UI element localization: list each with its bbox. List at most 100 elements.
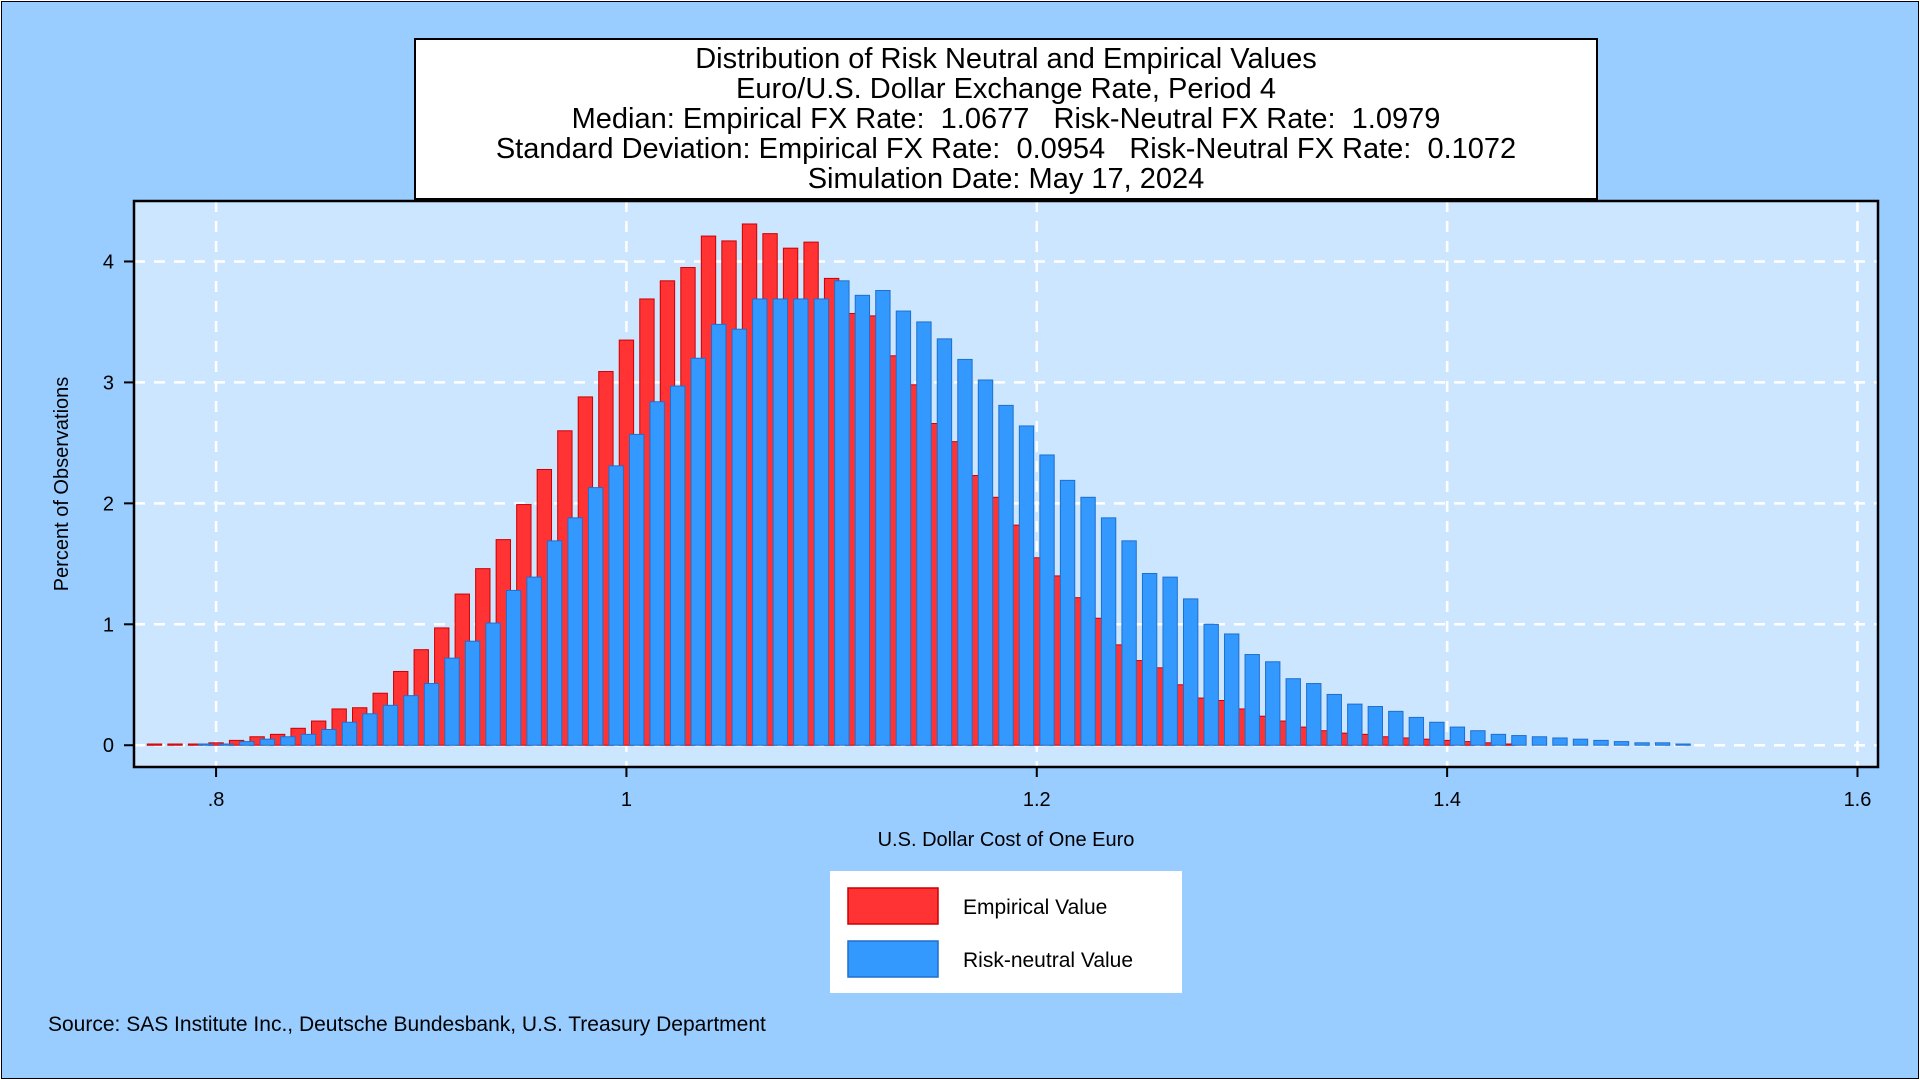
title-box: [414, 38, 1598, 200]
risk-neutral-bar-53: [1285, 678, 1301, 746]
title-line-5: Simulation Date: May 17, 2024: [808, 163, 1205, 195]
risk-neutral-bar-62: [1470, 730, 1486, 746]
risk-neutral-bar-2: [239, 741, 255, 746]
risk-neutral-bar-22: [649, 401, 665, 746]
risk-neutral-bar-59: [1408, 716, 1425, 746]
risk-neutral-bar-13: [464, 640, 481, 746]
risk-neutral-bar-51: [1244, 654, 1260, 746]
risk-neutral-bar-68: [1593, 739, 1609, 746]
risk-neutral-bar-5: [300, 733, 317, 746]
risk-neutral-bar-45: [1121, 540, 1137, 746]
risk-neutral-bar-16: [526, 576, 542, 746]
risk-neutral-bar-12: [444, 657, 460, 746]
risk-neutral-bar-57: [1367, 706, 1384, 746]
source-note: Source: SAS Institute Inc., Deutsche Bun…: [48, 1013, 766, 1036]
risk-neutral-bar-31: [834, 280, 850, 746]
risk-neutral-bar-66: [1552, 737, 1568, 746]
risk-neutral-bar-3: [259, 738, 276, 746]
risk-neutral-bar-50: [1224, 633, 1240, 746]
risk-neutral-bar-17: [546, 540, 563, 746]
risk-neutral-bar-11: [423, 683, 440, 746]
risk-neutral-bar-43: [1080, 496, 1096, 746]
plot-border: [132, 199, 1880, 769]
risk-neutral-bar-29: [793, 298, 809, 746]
risk-neutral-bar-36: [936, 338, 953, 746]
risk-neutral-bar-49: [1203, 623, 1219, 746]
risk-neutral-bar-8: [362, 713, 378, 746]
risk-neutral-bar-35: [916, 321, 932, 746]
risk-neutral-bar-61: [1449, 726, 1466, 746]
risk-neutral-bar-37: [957, 358, 973, 746]
risk-neutral-bar-58: [1388, 710, 1404, 746]
risk-neutral-bar-38: [977, 379, 994, 746]
risk-neutral-bar-24: [690, 357, 706, 746]
x-tick-label-2: 1.2: [1023, 789, 1051, 811]
risk-neutral-bar-39: [998, 404, 1014, 746]
risk-neutral-bar-21: [629, 433, 645, 746]
risk-neutral-bar-9: [382, 704, 399, 746]
risk-neutral-bar-19: [587, 487, 604, 746]
risk-neutral-bar-41: [1039, 454, 1055, 746]
risk-neutral-bar-25: [711, 323, 727, 746]
empirical-bar-0: [146, 743, 163, 746]
axes: .8 1 1.2 1.4 1.6 0 1 2 3 4: [103, 251, 1872, 811]
risk-neutral-bar-28: [772, 298, 788, 746]
risk-neutral-bar-26: [731, 328, 747, 746]
risk-neutral-bar-48: [1182, 598, 1199, 746]
legend-label-risk-neutral: Risk-neutral Value: [963, 949, 1133, 972]
y-tick-label-2: 2: [103, 493, 114, 515]
legend-swatch-empirical: [847, 887, 939, 925]
title-line-2: Euro/U.S. Dollar Exchange Rate, Period 4: [736, 73, 1276, 105]
risk-neutral-bar-64: [1511, 735, 1527, 746]
risk-neutral-bar-42: [1059, 479, 1076, 746]
risk-neutral-bar-54: [1306, 683, 1322, 746]
risk-neutral-bar-46: [1141, 573, 1158, 746]
risk-neutral-bar-67: [1572, 738, 1589, 746]
risk-neutral-bar-34: [895, 310, 912, 746]
risk-neutral-bar-1: [218, 743, 235, 746]
x-tick-label-0: .8: [208, 789, 225, 811]
risk-neutral-bar-14: [485, 622, 501, 746]
risk-neutral-bar-0: [198, 743, 214, 746]
x-axis-title: U.S. Dollar Cost of One Euro: [878, 829, 1135, 851]
empirical-bar-1: [167, 743, 183, 746]
risk-neutral-bar-55: [1326, 693, 1342, 746]
risk-neutral-bar-52: [1265, 661, 1281, 746]
y-tick-label-3: 3: [103, 372, 114, 394]
risk-neutral-bar-60: [1429, 721, 1445, 746]
risk-neutral-bar-56: [1347, 703, 1363, 746]
x-tick-label-1: 1: [621, 789, 632, 811]
risk-neutral-bar-27: [752, 298, 768, 746]
risk-neutral-bar-15: [505, 589, 522, 746]
legend-swatch-risk-neutral: [847, 940, 939, 978]
risk-neutral-bars: [198, 280, 1691, 746]
risk-neutral-bar-18: [567, 517, 583, 746]
risk-neutral-bar-4: [280, 736, 296, 746]
legend-label-empirical: Empirical Value: [963, 896, 1107, 919]
risk-neutral-bar-23: [670, 385, 686, 746]
y-axis-title: Percent of Observations: [51, 377, 73, 592]
title-line-1: Distribution of Risk Neutral and Empiric…: [695, 43, 1317, 75]
y-tick-label-1: 1: [103, 614, 114, 636]
risk-neutral-bar-7: [341, 721, 358, 746]
risk-neutral-bar-70: [1634, 742, 1650, 746]
risk-neutral-bar-32: [854, 294, 871, 746]
y-tick-label-4: 4: [103, 251, 114, 273]
x-tick-label-3: 1.4: [1433, 789, 1461, 811]
x-tick-label-4: 1.6: [1844, 789, 1872, 811]
legend: Empirical Value Risk-neutral Value: [830, 871, 1182, 993]
risk-neutral-bar-20: [608, 465, 624, 746]
risk-neutral-bar-44: [1100, 517, 1117, 746]
risk-neutral-bar-65: [1531, 736, 1548, 746]
risk-neutral-bar-72: [1675, 743, 1691, 746]
risk-neutral-bar-71: [1654, 742, 1671, 746]
title-line-3: Median: Empirical FX Rate: 1.0677 Risk-N…: [572, 103, 1441, 135]
risk-neutral-bar-30: [813, 298, 830, 746]
risk-neutral-bar-10: [403, 695, 419, 746]
risk-neutral-bar-6: [321, 729, 337, 746]
title-line-4: Standard Deviation: Empirical FX Rate: 0…: [496, 133, 1516, 165]
y-tick-label-0: 0: [103, 735, 114, 757]
risk-neutral-bar-40: [1018, 425, 1035, 746]
risk-neutral-bar-69: [1613, 741, 1630, 746]
